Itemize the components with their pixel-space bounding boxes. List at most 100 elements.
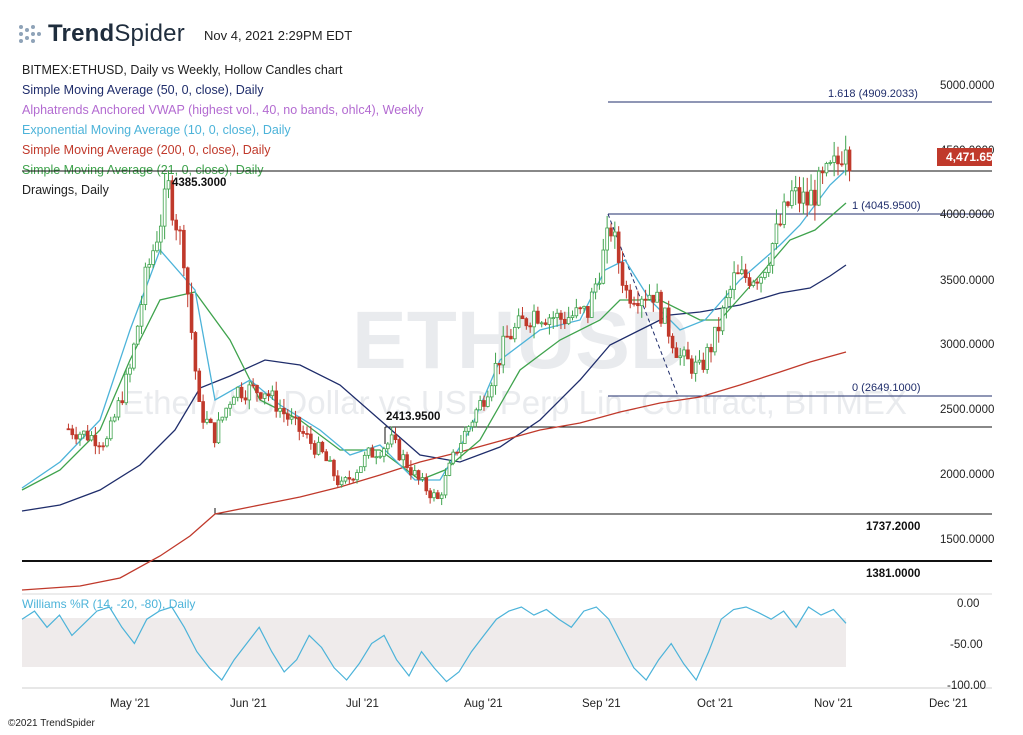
legend-sma200[interactable]: Simple Moving Average (200, 0, close), D…: [22, 143, 271, 157]
candle-body[interactable]: [813, 189, 817, 206]
candle-body[interactable]: [659, 291, 663, 324]
candle-body[interactable]: [132, 343, 136, 369]
candle-body[interactable]: [840, 163, 844, 166]
candle-body[interactable]: [847, 149, 852, 172]
candle-body[interactable]: [539, 322, 544, 325]
candle-body[interactable]: [543, 322, 548, 325]
candle-body[interactable]: [716, 326, 721, 332]
candle-body[interactable]: [66, 428, 71, 431]
candle-body[interactable]: [720, 307, 725, 332]
candle-body[interactable]: [770, 243, 775, 266]
candle-body[interactable]: [462, 430, 467, 444]
candle-body[interactable]: [682, 349, 686, 357]
candle-body[interactable]: [478, 400, 482, 411]
candle-body[interactable]: [162, 188, 167, 227]
candle-body[interactable]: [247, 384, 252, 401]
sma21-line[interactable]: [21, 202, 847, 491]
candle-body[interactable]: [747, 277, 752, 286]
candle-body[interactable]: [378, 455, 382, 458]
candle-body[interactable]: [736, 272, 740, 275]
candle-body[interactable]: [224, 407, 228, 418]
candle-body[interactable]: [274, 390, 279, 412]
candle-body[interactable]: [705, 346, 709, 370]
candle-body[interactable]: [455, 451, 459, 454]
candle-body[interactable]: [197, 370, 202, 402]
candle-body[interactable]: [547, 317, 552, 325]
fib-anchor-line[interactable]: [607, 213, 679, 397]
candle-body[interactable]: [393, 434, 398, 441]
candle-body[interactable]: [628, 289, 633, 304]
candle-body[interactable]: [128, 367, 132, 375]
candle-body[interactable]: [108, 420, 113, 440]
candle-body[interactable]: [135, 325, 140, 345]
candle-body[interactable]: [674, 347, 679, 358]
candle-body[interactable]: [74, 434, 78, 440]
candle-body[interactable]: [143, 266, 148, 305]
candle-body[interactable]: [509, 335, 513, 340]
candle-body[interactable]: [820, 170, 825, 174]
candle-body[interactable]: [763, 272, 767, 278]
candle-body[interactable]: [158, 225, 163, 243]
candle-body[interactable]: [239, 386, 244, 399]
candle-body[interactable]: [697, 359, 702, 363]
candlesticks[interactable]: [66, 135, 852, 506]
candle-body[interactable]: [828, 162, 833, 164]
candle-body[interactable]: [285, 413, 290, 420]
candle-body[interactable]: [189, 293, 194, 333]
candle-body[interactable]: [370, 447, 375, 458]
candle-body[interactable]: [643, 298, 648, 301]
candle-body[interactable]: [347, 477, 352, 480]
candle-body[interactable]: [528, 325, 532, 328]
candle-body[interactable]: [516, 315, 521, 328]
candle-body[interactable]: [78, 433, 82, 440]
candle-body[interactable]: [297, 416, 302, 432]
candle-body[interactable]: [424, 477, 429, 492]
candle-body[interactable]: [309, 433, 313, 444]
candle-body[interactable]: [201, 401, 205, 423]
candle-body[interactable]: [832, 155, 836, 163]
candle-body[interactable]: [593, 283, 598, 293]
candle-body[interactable]: [166, 180, 171, 190]
candle-body[interactable]: [366, 447, 371, 456]
candle-body[interactable]: [724, 297, 729, 309]
candle-body[interactable]: [174, 219, 178, 231]
legend-anchored-vwap[interactable]: Alphatrends Anchored VWAP (highest vol.,…: [22, 103, 424, 117]
candle-body[interactable]: [532, 310, 536, 328]
candle-body[interactable]: [586, 306, 590, 318]
candle-body[interactable]: [278, 407, 282, 412]
candle-body[interactable]: [732, 272, 736, 291]
candle-body[interactable]: [751, 281, 756, 286]
candle-body[interactable]: [178, 229, 182, 232]
candle-body[interactable]: [582, 306, 586, 309]
candle-body[interactable]: [428, 490, 432, 499]
candle-body[interactable]: [574, 307, 579, 317]
candle-body[interactable]: [805, 191, 810, 206]
candle-body[interactable]: [801, 191, 806, 204]
candle-body[interactable]: [235, 386, 240, 398]
candle-body[interactable]: [589, 291, 594, 318]
candle-body[interactable]: [170, 180, 175, 221]
candle-body[interactable]: [301, 431, 305, 434]
candle-body[interactable]: [474, 409, 479, 423]
candle-body[interactable]: [116, 400, 121, 418]
candle-body[interactable]: [482, 400, 486, 407]
candle-body[interactable]: [447, 462, 452, 476]
candle-body[interactable]: [362, 454, 367, 468]
candle-body[interactable]: [185, 267, 190, 295]
candle-body[interactable]: [689, 358, 694, 374]
candle-body[interactable]: [647, 294, 652, 300]
candle-body[interactable]: [501, 335, 506, 366]
candle-body[interactable]: [155, 241, 159, 252]
candle-body[interactable]: [209, 418, 213, 424]
candle-body[interactable]: [559, 312, 563, 320]
candle-body[interactable]: [243, 397, 248, 401]
candle-body[interactable]: [597, 282, 602, 285]
candle-body[interactable]: [566, 317, 571, 325]
candle-body[interactable]: [282, 407, 286, 415]
candle-body[interactable]: [693, 361, 698, 374]
candle-body[interactable]: [809, 189, 813, 206]
candle-body[interactable]: [578, 307, 582, 310]
candle-body[interactable]: [497, 362, 502, 366]
candle-body[interactable]: [412, 470, 417, 476]
candle-body[interactable]: [193, 332, 198, 372]
